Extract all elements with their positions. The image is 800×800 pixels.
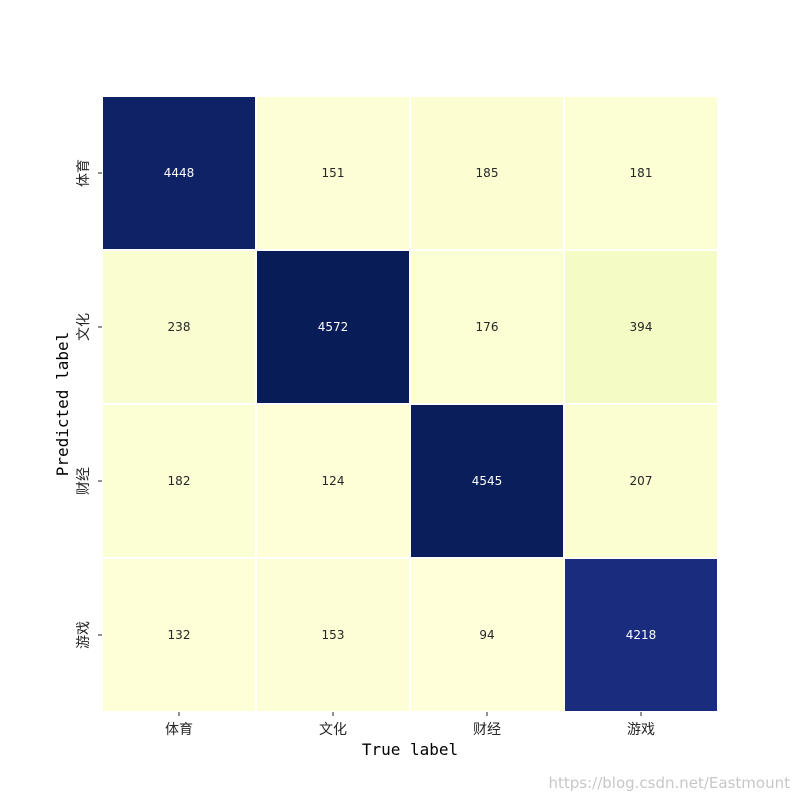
cell-value-2-3: 207: [630, 474, 653, 488]
heatmap-cell-labels: 4448 151 185 181 238 4572 176 394 182 124 4545 207 1…: [164, 166, 657, 642]
cell-value-1-3: 394: [630, 320, 653, 334]
cell-value-3-0: 132: [168, 628, 191, 642]
cell-value-3-1: 153: [322, 628, 345, 642]
y-tick-label-0: 体育: [76, 159, 92, 187]
heatmap-cell-3-3: [563, 557, 719, 713]
x-axis-ticks: 体育 文化 财经 游戏: [165, 712, 655, 738]
x-tick-label-3: 游戏: [627, 722, 655, 738]
watermark-text: https://blog.csdn.net/Eastmount: [548, 774, 790, 792]
heatmap-cell-3-1: [255, 557, 411, 713]
heatmap-cell-0-0: [101, 95, 257, 251]
x-tick-label-1: 文化: [319, 722, 347, 738]
cell-value-0-3: 181: [630, 166, 653, 180]
cell-value-3-2: 94: [479, 628, 494, 642]
heatmap-cell-1-1: [255, 249, 411, 405]
heatmap-cell-3-0: [101, 557, 257, 713]
heatmap-cell-2-1: [255, 403, 411, 559]
heatmap-cells: [101, 95, 719, 713]
heatmap-cell-0-2: [409, 95, 565, 251]
y-tick-label-1: 文化: [76, 313, 92, 341]
x-tick-label-2: 财经: [473, 722, 501, 738]
cell-value-1-2: 176: [476, 320, 499, 334]
cell-value-2-0: 182: [168, 474, 191, 488]
heatmap-cell-0-1: [255, 95, 411, 251]
y-axis-label: Predicted label: [53, 332, 72, 477]
heatmap-cell-1-3: [563, 249, 719, 405]
cell-value-0-2: 185: [476, 166, 499, 180]
x-axis-label: True label: [362, 740, 458, 759]
y-tick-label-2: 财经: [76, 467, 92, 495]
cell-value-2-1: 124: [322, 474, 345, 488]
cell-value-1-1: 4572: [318, 320, 349, 334]
cell-value-0-0: 4448: [164, 166, 195, 180]
y-tick-label-3: 游戏: [76, 621, 92, 649]
x-tick-label-0: 体育: [165, 722, 193, 738]
cell-value-0-1: 151: [322, 166, 345, 180]
cell-value-2-2: 4545: [472, 474, 503, 488]
cell-value-3-3: 4218: [626, 628, 657, 642]
heatmap-cell-0-3: [563, 95, 719, 251]
cell-value-1-0: 238: [168, 320, 191, 334]
heatmap-cell-2-3: [563, 403, 719, 559]
heatmap-cell-1-0: [101, 249, 257, 405]
